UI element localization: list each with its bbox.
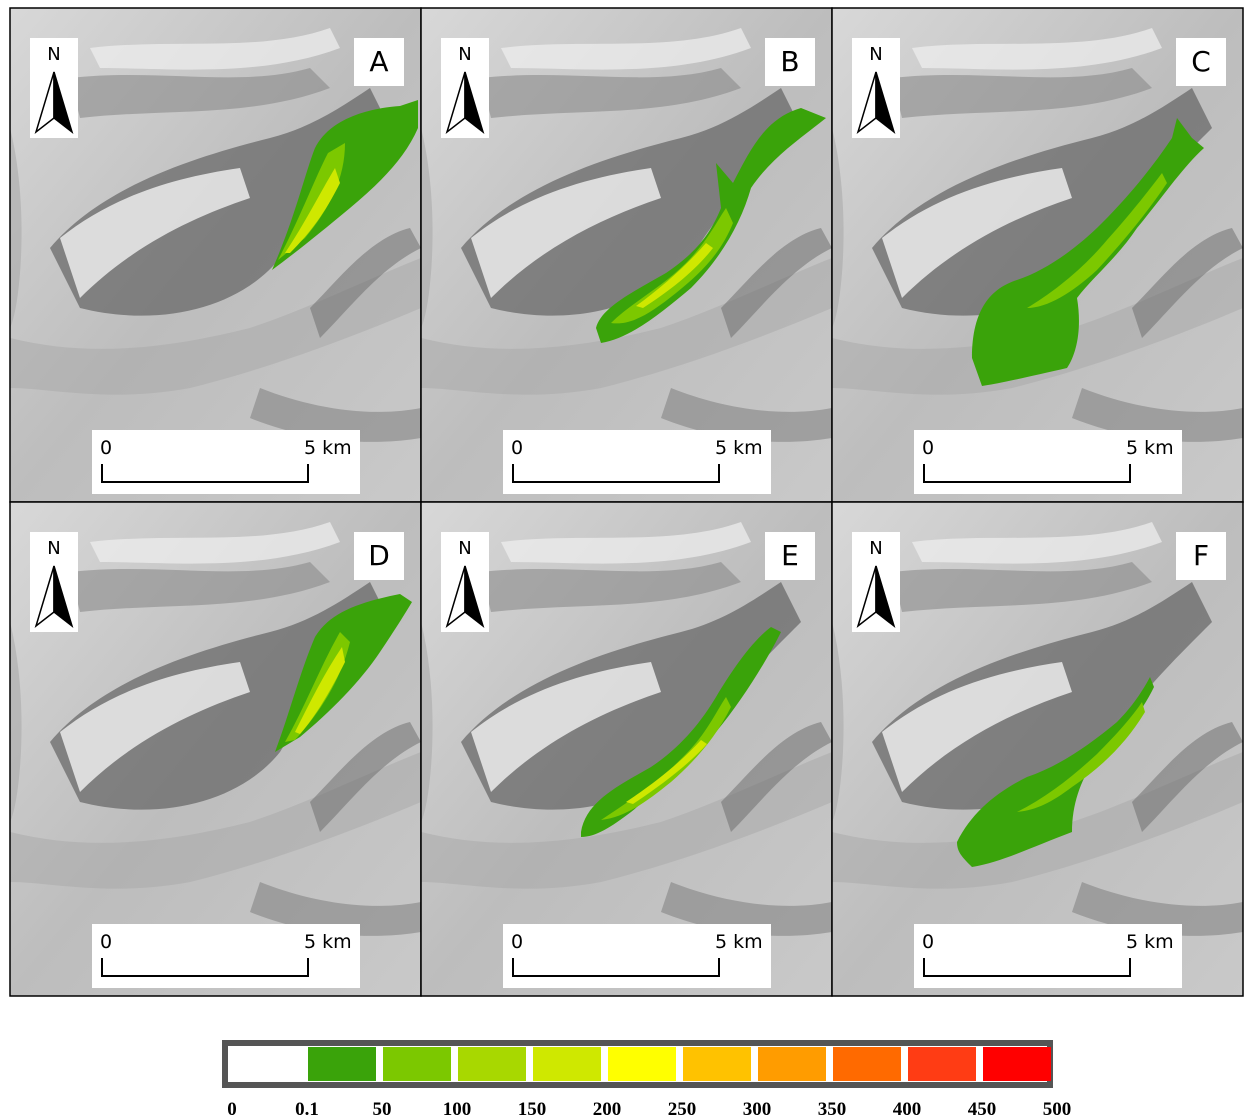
scale-end: 5 km: [715, 931, 763, 953]
flow-area: [1027, 173, 1167, 308]
flow-area: [611, 208, 733, 324]
legend-tick-label: 50: [373, 1099, 392, 1120]
panel-label: B: [780, 45, 799, 78]
scale-box: [92, 430, 360, 494]
legend-swatch: [608, 1047, 676, 1081]
scale-end: 5 km: [304, 437, 352, 459]
scale-start: 0: [100, 437, 112, 459]
flow-area: [278, 143, 345, 260]
scale-start: 0: [922, 931, 934, 953]
panels: N A 0 5 km N B 0 5 km N C 0 5 km N D 0 5 km N E 0 5 km N F 0 5 …: [9, 7, 1244, 997]
legend-swatch: [533, 1047, 601, 1081]
legend-tick-label: 350: [818, 1099, 847, 1120]
map-panel: N E 0 5 km: [420, 501, 833, 997]
legend-swatch: [233, 1047, 301, 1081]
north-arrow: [464, 71, 485, 135]
flow-area: [581, 627, 781, 837]
north-label: N: [47, 538, 60, 559]
scale-end: 5 km: [304, 931, 352, 953]
legend-tick-label: 200: [593, 1099, 622, 1120]
scale-end: 5 km: [1126, 437, 1174, 459]
panel-label: F: [1193, 539, 1209, 572]
legend-swatch: [383, 1047, 451, 1081]
legend-tick-label: 400: [893, 1099, 922, 1120]
legend-tick-label: 150: [518, 1099, 547, 1120]
legend-swatch: [308, 1047, 376, 1081]
north-arrow: [875, 71, 896, 135]
flow-area: [285, 168, 340, 253]
map-panel: N C 0 5 km: [831, 7, 1244, 503]
scale-box: [503, 924, 771, 988]
scale-bar: [512, 958, 720, 977]
scale-end: 5 km: [1126, 931, 1174, 953]
north-arrow: [53, 71, 74, 135]
north-arrow: [53, 565, 74, 629]
flow-area: [596, 108, 826, 343]
legend-tick-label: 0.1: [295, 1099, 319, 1120]
flow-area: [626, 740, 707, 804]
flow-area: [295, 647, 345, 734]
scale-box: [92, 924, 360, 988]
panel-label: A: [369, 45, 388, 78]
scale-bar: [923, 958, 1131, 977]
flow-area: [285, 632, 350, 742]
panel-label: E: [781, 539, 799, 572]
panel-frame: [831, 501, 1244, 997]
legend-swatch: [683, 1047, 751, 1081]
scale-bar: [101, 464, 309, 483]
label-box: [1176, 532, 1226, 580]
legend-tick-label: 500: [1043, 1099, 1072, 1120]
legend-swatch: [458, 1047, 526, 1081]
label-box: [765, 532, 815, 580]
label-box: [765, 38, 815, 86]
legend-tick-label: 0: [227, 1099, 237, 1120]
scale-bar: [101, 958, 309, 977]
scale-end: 5 km: [715, 437, 763, 459]
north-label: N: [458, 44, 471, 65]
legend-tick-label: 450: [968, 1099, 997, 1120]
scale-start: 0: [922, 437, 934, 459]
legend-tick-label: 100: [443, 1099, 472, 1120]
flow-area: [957, 677, 1154, 867]
label-box: [354, 532, 404, 580]
legend-swatch: [833, 1047, 901, 1081]
map-panel: N A 0 5 km: [9, 7, 422, 503]
north-label: N: [869, 44, 882, 65]
legend-tick-label: 300: [743, 1099, 772, 1120]
legend-tick-label: 250: [668, 1099, 697, 1120]
scale-box: [914, 924, 1182, 988]
scale-start: 0: [511, 437, 523, 459]
north-label: N: [869, 538, 882, 559]
legend-swatch: [908, 1047, 976, 1081]
scale-bar: [512, 464, 720, 483]
legend: 0 0.1 50 100 150 200 250 300 350 400 450 500: [222, 1040, 1072, 1120]
map-panel: N D 0 5 km: [9, 501, 422, 997]
flow-area: [636, 243, 713, 308]
scale-box: [503, 430, 771, 494]
legend-swatch: [983, 1047, 1051, 1081]
map-panel: N F 0 5 km: [831, 501, 1244, 997]
map-panel: N B 0 5 km: [420, 7, 833, 503]
north-arrow: [464, 565, 485, 629]
panel-label: D: [368, 539, 390, 572]
north-arrow: [875, 565, 896, 629]
north-label: N: [47, 44, 60, 65]
scale-bar: [923, 464, 1131, 483]
flow-area: [972, 118, 1204, 386]
label-box: [354, 38, 404, 86]
legend-swatch: [758, 1047, 826, 1081]
label-box: [1176, 38, 1226, 86]
north-label: N: [458, 538, 471, 559]
scale-start: 0: [511, 931, 523, 953]
scale-box: [914, 430, 1182, 494]
scale-start: 0: [100, 931, 112, 953]
panel-label: C: [1191, 45, 1211, 78]
